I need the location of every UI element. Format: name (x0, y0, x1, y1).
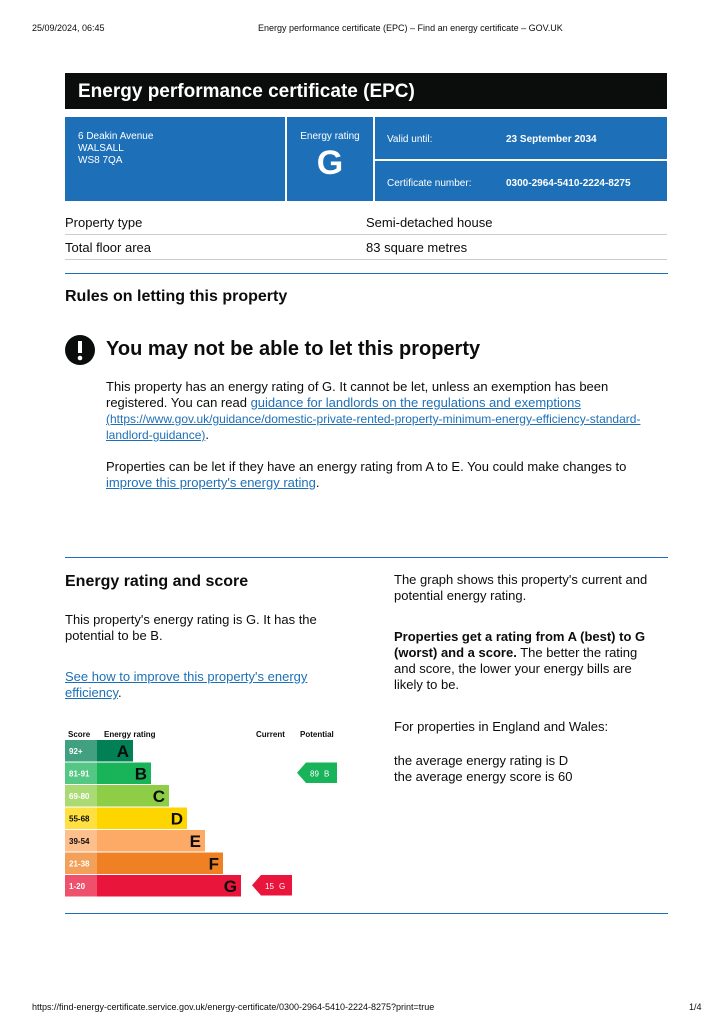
paragraph: The graph shows this property's current … (394, 572, 648, 603)
rating-band (97, 875, 241, 897)
current-score: 15 (265, 882, 274, 891)
valid-label: Valid until: (387, 134, 433, 145)
score-range: 21-38 (69, 860, 90, 869)
address-line: WS8 7QA (78, 155, 123, 166)
paragraph: This property has an energy rating of G.… (106, 379, 646, 443)
property-label: Property type (65, 215, 143, 230)
property-value: 83 square metres (366, 240, 468, 255)
chart-header: Potential (300, 730, 334, 739)
warning-text: You may not be able to let this property (106, 338, 481, 360)
link[interactable]: guidance for landlords on the regulation… (250, 395, 581, 410)
text: Properties can be let if they have an en… (106, 459, 627, 474)
row-line (65, 234, 667, 235)
address-line: 6 Deakin Avenue (78, 131, 154, 142)
text: . (315, 475, 320, 490)
rating-band (97, 807, 187, 829)
score-cell (65, 785, 97, 807)
summary-box: 6 Deakin Avenue WALSALL WS8 7QA Energy r… (65, 117, 667, 201)
rating-band (97, 740, 133, 762)
page-number: 1/4 (689, 1002, 702, 1012)
score-cell (65, 740, 97, 762)
timestamp: 25/09/2024, 06:45 (32, 23, 105, 33)
rating-box: Energy rating G (285, 117, 375, 201)
chart-header: Score (68, 730, 91, 739)
score-cell (65, 762, 97, 784)
section-line (65, 273, 668, 274)
score-range: 92+ (69, 747, 83, 756)
text: This property has an energy rating of G.… (106, 379, 609, 410)
divider (373, 159, 667, 161)
rating-band (97, 762, 151, 784)
text: The better the rating and score, the low… (394, 645, 638, 692)
score-cell (65, 875, 97, 897)
rating-band (97, 830, 205, 852)
warning-icon (65, 335, 95, 365)
banner-title: Energy performance certificate (EPC) (78, 81, 415, 102)
band-letter: G (224, 877, 237, 896)
bold-text: Properties get a rating from A (best) to… (394, 629, 646, 660)
rating: G (316, 144, 344, 182)
chart-header: Energy rating (104, 730, 156, 739)
band-letter: C (153, 787, 165, 806)
link[interactable]: See how to improve this property's energ… (65, 669, 308, 700)
paragraph: Properties get a rating from A (best) to… (394, 629, 654, 693)
band-letter: A (117, 742, 129, 761)
rating-chart: Score Energy rating Current Potential 92+ A 81… (65, 730, 337, 897)
score-range: 55-68 (69, 815, 90, 824)
cert-label: Certificate number: (387, 178, 472, 189)
band-letter: F (209, 855, 219, 874)
section-line (65, 913, 668, 914)
rating-label: Energy rating (300, 131, 360, 142)
text: . (205, 427, 210, 442)
score-range: 1-20 (69, 882, 86, 891)
score-range: 39-54 (69, 837, 90, 846)
rating-band (97, 852, 223, 874)
score-range: 69-80 (69, 792, 90, 801)
cert-number: 0300-2964-5410-2224-8275 (506, 178, 631, 189)
band-letter: D (171, 810, 183, 829)
paragraph: See how to improve this property's energ… (65, 669, 325, 701)
section-heading: Energy rating and score (65, 573, 249, 590)
footer-url: https://find-energy-certificate.service.… (32, 1002, 435, 1012)
paragraph: This property's energy rating is G. It h… (65, 612, 317, 643)
link-url[interactable]: (https://www.gov.uk/guidance/domestic-pr… (106, 412, 641, 442)
potential-letter: B (324, 770, 329, 779)
section-line (65, 557, 668, 558)
score-cell (65, 852, 97, 874)
band-letter: B (135, 765, 147, 784)
paragraph: the average energy rating is D (394, 753, 569, 768)
section-heading: Rules on letting this property (65, 288, 288, 305)
current-arrow (252, 875, 292, 896)
paragraph: For properties in England and Wales: (394, 719, 609, 734)
score-range: 81-91 (69, 770, 90, 779)
link[interactable]: improve this property's energy rating (106, 475, 316, 490)
score-cell (65, 807, 97, 829)
page-title: Energy performance certificate (EPC) – F… (258, 23, 563, 33)
property-value: Semi-detached house (366, 215, 493, 230)
banner: Energy performance certificate (EPC) (65, 73, 667, 109)
chart-header: Current (256, 730, 285, 739)
current-letter: G (279, 882, 285, 891)
band-letter: E (190, 832, 201, 851)
property-label: Total floor area (65, 240, 151, 255)
address-line: WALSALL (78, 143, 124, 154)
potential-score: 89 (310, 770, 319, 779)
text: . (118, 685, 122, 700)
score-cell (65, 830, 97, 852)
address: 6 Deakin Avenue WALSALL WS8 7QA (78, 131, 153, 167)
rating-band (97, 785, 169, 807)
valid-until: 23 September 2034 (506, 134, 597, 145)
potential-arrow (297, 762, 337, 783)
paragraph: the average energy score is 60 (394, 769, 573, 784)
row-line (65, 259, 667, 260)
paragraph: Properties can be let if they have an en… (106, 459, 646, 491)
